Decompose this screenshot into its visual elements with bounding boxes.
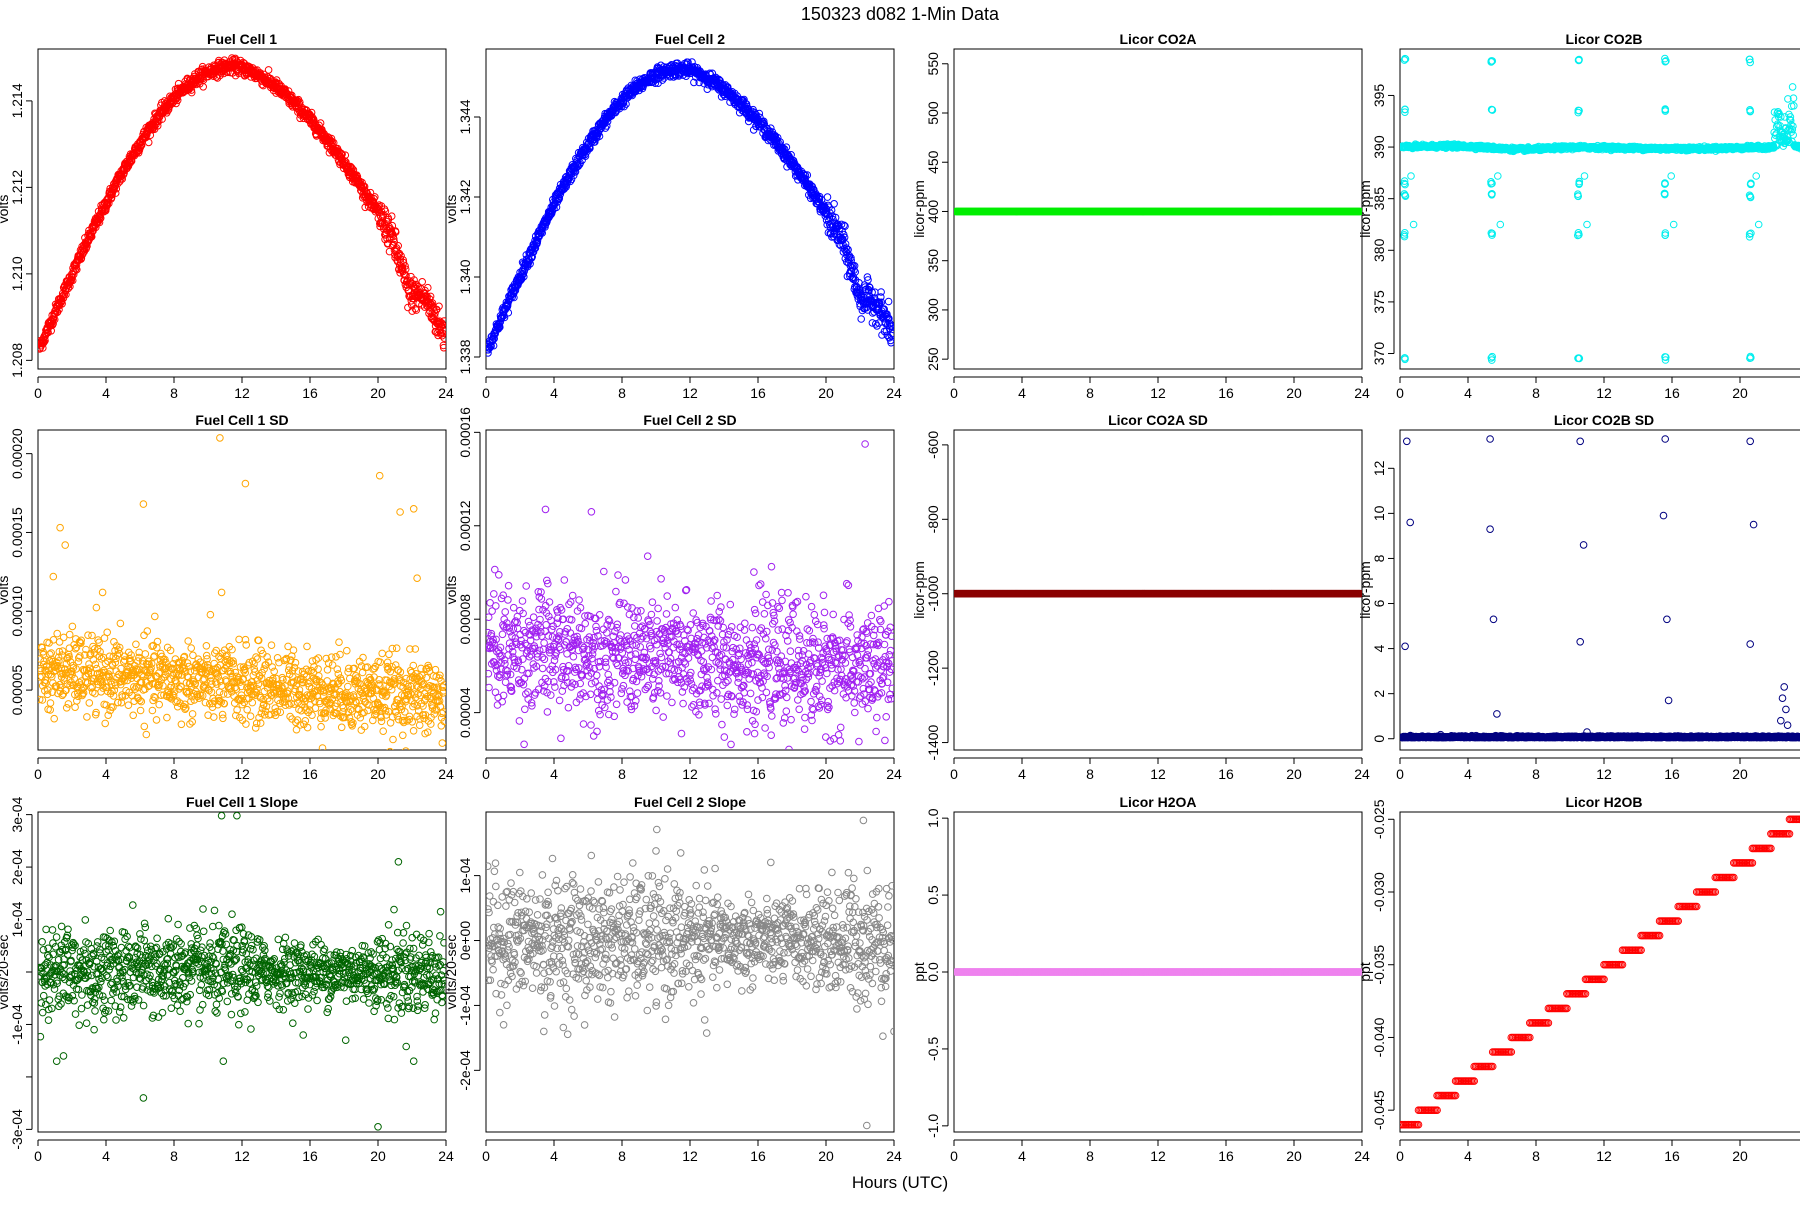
x-tick-label: 0 [950,385,958,401]
panel-4: Licor CO2Blicor-ppm048121620243703753803… [1357,31,1800,401]
x-tick-label: 0 [482,385,490,401]
y-tick-label: 1.342 [457,179,473,214]
data-points [36,55,447,353]
data-point [858,316,865,323]
x-tick-label: 8 [1532,385,1540,401]
data-point [878,289,885,296]
y-tick-label: 380 [1371,238,1387,262]
data-points [1398,55,1800,363]
x-tick-label: 8 [170,385,178,401]
data-point [145,139,152,146]
x-tick-label: 24 [438,385,454,401]
y-tick-label: 1.338 [457,339,473,374]
y-tick-label: 250 [925,347,941,371]
data-point [1789,84,1796,91]
y-tick-label: 1.340 [457,259,473,294]
x-tick-label: 16 [750,385,766,401]
x-tick-label: 0 [34,385,42,401]
x-tick-label: 16 [1664,385,1680,401]
y-tick-label: 395 [1371,84,1387,108]
y-tick-label: 370 [1371,342,1387,366]
y-tick-label: 400 [925,200,941,224]
data-points [952,208,1363,215]
data-point [419,279,426,286]
x-tick-label: 4 [550,385,558,401]
x-tick-label: 16 [1218,385,1234,401]
x-tick-label: 24 [886,385,902,401]
x-axis-label: Hours (UTC) [852,1173,948,1192]
y-tick-label: 385 [1371,187,1387,211]
x-tick-label: 4 [1464,385,1472,401]
x-tick-label: 8 [618,385,626,401]
y-tick-label: 1.208 [9,343,25,378]
data-point [824,194,831,201]
y-tick-label: 375 [1371,290,1387,314]
data-point [885,298,892,305]
data-point [1408,173,1415,180]
y-tick-label: 550 [925,52,941,76]
figure-title: 150323 d082 1-Min Data [801,4,1000,24]
data-point [1497,221,1504,228]
x-tick-label: 0 [1396,385,1404,401]
x-tick-label: 8 [1086,385,1094,401]
panel-title: Fuel Cell 2 [655,31,725,47]
data-point [1581,173,1588,180]
data-points [484,59,895,357]
x-tick-label: 20 [1286,385,1302,401]
y-tick-label: 390 [1371,135,1387,159]
x-tick-label: 16 [302,385,318,401]
data-point [1495,173,1502,180]
panel-title: Licor CO2B [1565,31,1642,47]
x-tick-label: 12 [234,385,250,401]
y-tick-label: 350 [925,249,941,273]
panel-title: Fuel Cell 1 [207,31,277,47]
x-tick-label: 20 [370,385,386,401]
x-tick-label: 4 [1018,385,1026,401]
y-tick-label: 1.212 [9,170,25,205]
data-point [1410,221,1417,228]
x-tick-label: 12 [1150,385,1166,401]
x-tick-label: 12 [682,385,698,401]
y-tick-label: 1.210 [9,256,25,291]
data-point [1584,221,1591,228]
data-point [265,67,272,74]
x-tick-label: 20 [1732,385,1748,401]
y-tick-label: 1.344 [457,99,473,134]
x-tick-label: 24 [1354,385,1370,401]
plot-frame [1400,49,1800,369]
x-tick-label: 12 [1596,385,1612,401]
data-point [831,201,838,208]
y-tick-label: 300 [925,298,941,322]
y-tick-label: 500 [925,101,941,125]
y-tick-label: 1.214 [9,83,25,118]
panel-title: Licor CO2A [1119,31,1196,47]
x-tick-label: 20 [818,385,834,401]
x-tick-label: 4 [102,385,110,401]
y-tick-label: 450 [925,150,941,174]
